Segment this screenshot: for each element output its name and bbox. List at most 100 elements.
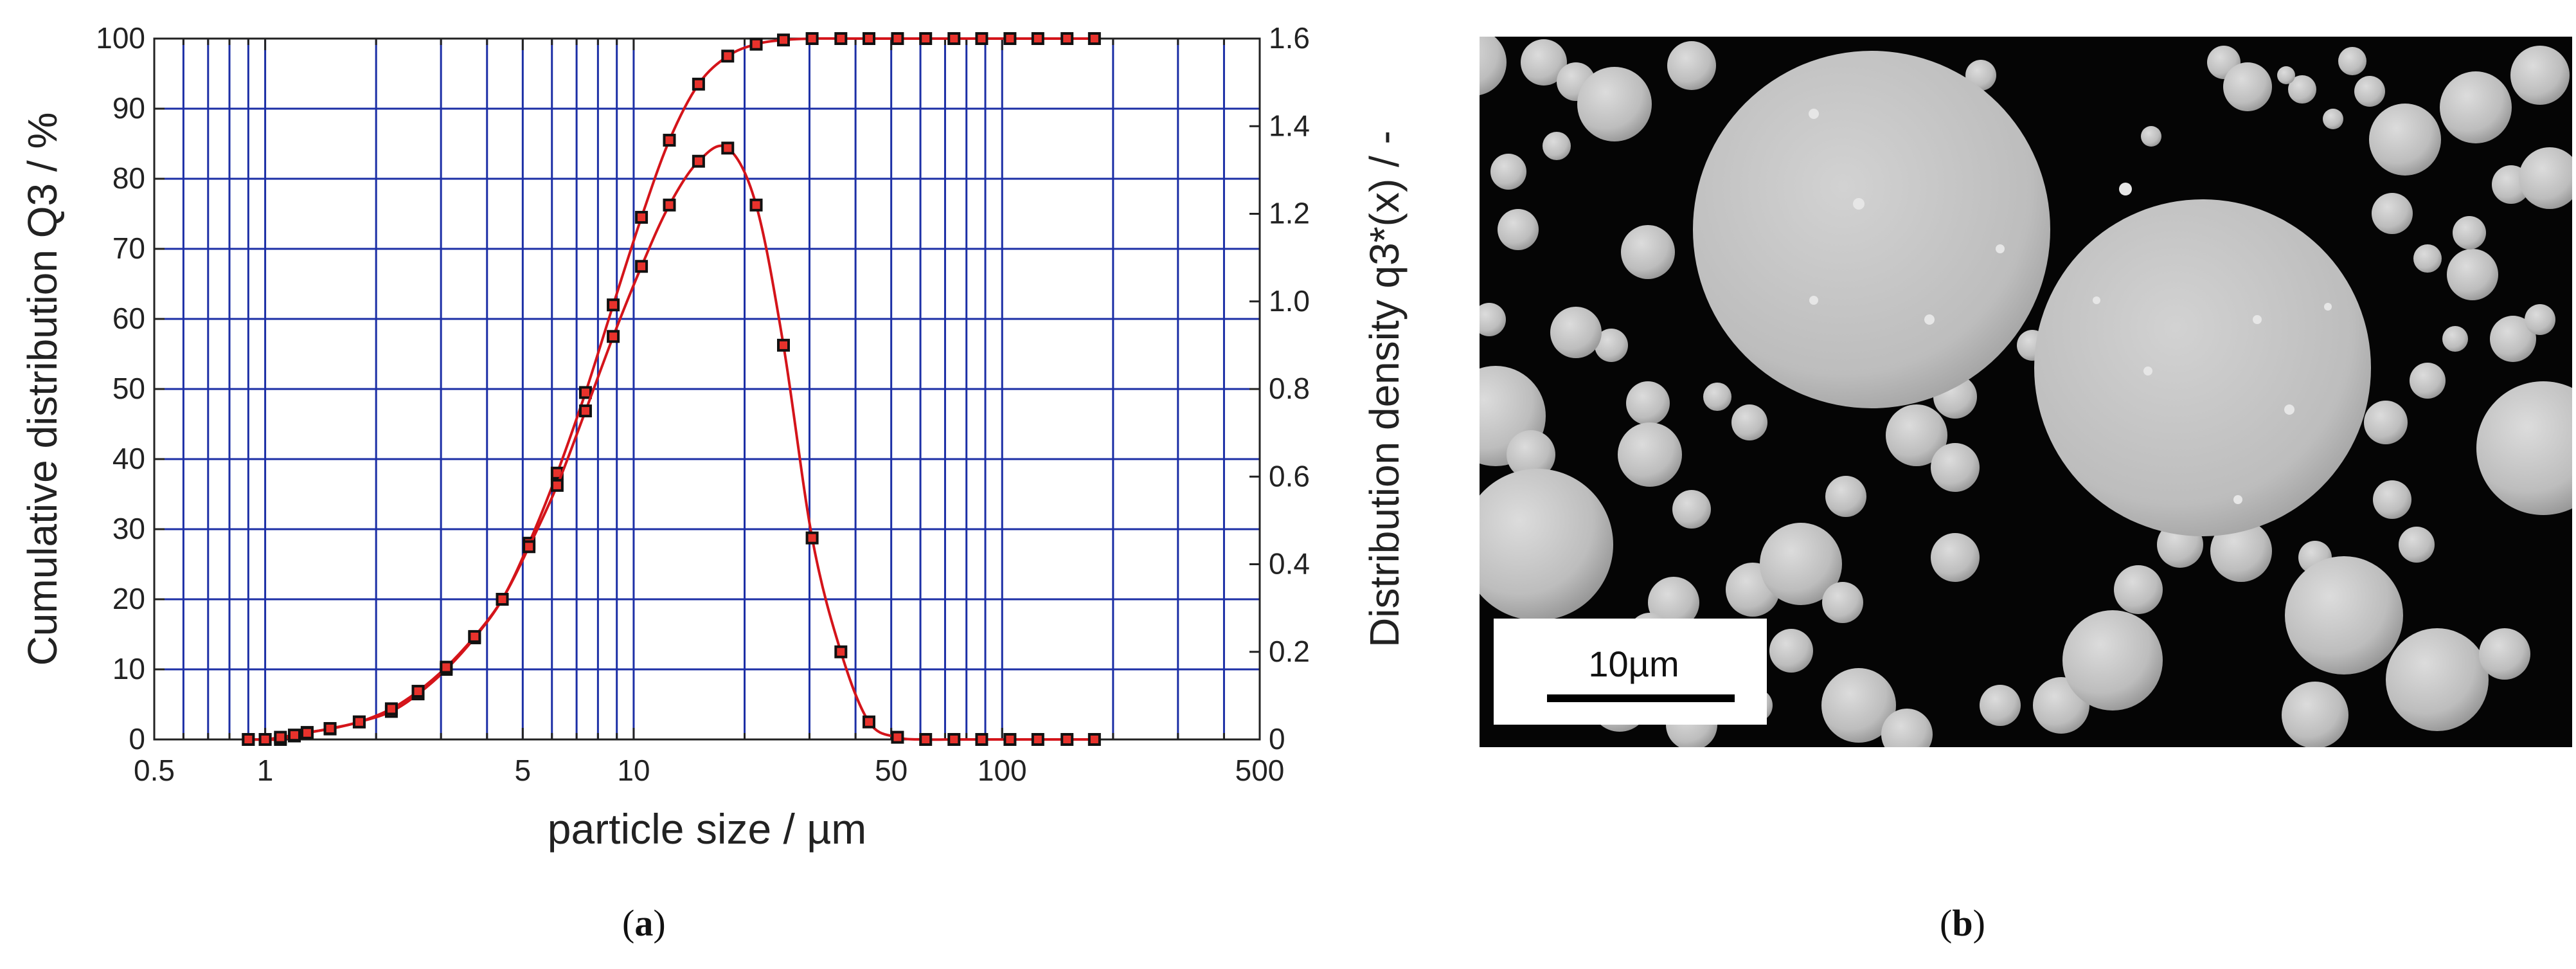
powder-particle xyxy=(1550,307,1602,358)
right-y-tick-label: 1.2 xyxy=(1269,197,1310,230)
powder-particle xyxy=(2373,480,2411,519)
right-y-tick-label: 1.0 xyxy=(1269,284,1310,318)
powder-particle xyxy=(2490,316,2536,362)
powder-particle xyxy=(1980,685,2021,726)
powder-particle xyxy=(1618,422,1682,487)
right-y-tick-label: 0.2 xyxy=(1269,635,1310,668)
powder-particle xyxy=(2479,628,2530,680)
density-marker xyxy=(578,404,592,418)
density-marker xyxy=(834,645,848,658)
x-tick-label: 1 xyxy=(257,754,274,787)
powder-particle xyxy=(1490,154,1526,190)
density-marker xyxy=(1003,733,1017,746)
density-marker xyxy=(274,730,287,744)
density-marker xyxy=(749,198,763,212)
left-y-tick-label: 80 xyxy=(112,161,145,195)
powder-particle xyxy=(2440,71,2512,143)
density-marker xyxy=(891,730,904,744)
powder-particle xyxy=(1672,490,1711,529)
density-marker xyxy=(550,478,564,492)
density-marker xyxy=(468,629,481,643)
powder-particle xyxy=(1822,582,1863,623)
density-marker xyxy=(411,685,425,698)
left-y-tick-label: 90 xyxy=(112,91,145,125)
cumulative-marker xyxy=(607,298,620,312)
powder-particle xyxy=(2476,381,2572,515)
density-marker xyxy=(862,715,875,729)
powder-particle xyxy=(1621,225,1675,279)
sem-micrograph: 10µm xyxy=(1480,37,2572,747)
satellite-particle xyxy=(2233,495,2242,504)
cumulative-marker xyxy=(805,32,819,45)
powder-particle xyxy=(1931,533,1980,582)
powder-particle xyxy=(1931,443,1980,492)
satellite-particle xyxy=(1924,314,1935,325)
density-marker xyxy=(496,593,509,606)
chart-series xyxy=(242,32,1101,746)
left-y-tick-label: 50 xyxy=(112,372,145,405)
density-marker xyxy=(919,733,933,746)
powder-particle xyxy=(2525,304,2555,335)
cumulative-marker xyxy=(891,32,904,45)
right-y-tick-label: 0 xyxy=(1269,722,1285,756)
satellite-particle xyxy=(1996,244,2005,253)
powder-particle xyxy=(2364,401,2408,444)
x-axis-title: particle size / µm xyxy=(548,805,866,853)
left-y-tick-label: 20 xyxy=(112,582,145,615)
cumulative-marker xyxy=(663,134,676,147)
density-marker xyxy=(242,733,255,746)
powder-particle xyxy=(2519,147,2572,209)
density-marker xyxy=(947,733,961,746)
right-y-tick-label: 0.8 xyxy=(1269,372,1310,405)
x-tick-label: 50 xyxy=(875,754,908,787)
panel-label-a: (a) xyxy=(622,902,666,944)
cumulative-marker xyxy=(975,32,988,45)
powder-particle xyxy=(2410,363,2446,399)
satellite-particle xyxy=(1809,296,1818,305)
powder-particle xyxy=(1507,430,1555,479)
powder-particle xyxy=(2223,62,2272,111)
x-tick-label: 10 xyxy=(617,754,650,787)
density-marker xyxy=(692,154,705,168)
large-powder-particle xyxy=(2034,199,2371,536)
density-marker xyxy=(663,198,676,212)
density-marker xyxy=(607,330,620,343)
satellite-particle xyxy=(2143,367,2152,376)
left-axis-title: Cumulative distribution Q3 / % xyxy=(19,113,66,666)
particle-size-chart: 0 10 20 30 40 50 60 70 80 90 100 0 0.2 0.4 0.6 0.8 1.0 1.… xyxy=(19,21,1408,853)
powder-particle xyxy=(2114,565,2163,614)
powder-particle xyxy=(1577,67,1652,141)
powder-particle xyxy=(1626,381,1670,425)
powder-particle xyxy=(2399,527,2435,563)
cumulative-marker xyxy=(1087,32,1101,45)
x-tick-label: 500 xyxy=(1235,754,1285,787)
left-y-tick-label: 60 xyxy=(112,302,145,335)
right-y-tick-label: 0.4 xyxy=(1269,547,1310,581)
density-marker xyxy=(523,540,536,554)
powder-particle xyxy=(1703,383,1731,411)
satellite-particle xyxy=(2253,315,2262,324)
left-y-tick-label: 0 xyxy=(129,722,145,756)
right-axis-title: Distribution density q3*(x) / - xyxy=(1361,131,1408,648)
cumulative-marker xyxy=(1003,32,1017,45)
powder-particle xyxy=(2141,126,2161,147)
panel-label-b: (b) xyxy=(1940,902,1985,944)
density-marker xyxy=(384,702,398,716)
powder-particle xyxy=(2413,244,2442,273)
cumulative-marker xyxy=(777,33,791,47)
axis-tick-labels: 0 10 20 30 40 50 60 70 80 90 100 0 0.2 0.4 0.6 0.8 1.0 1.… xyxy=(96,21,1310,787)
x-tick-label: 100 xyxy=(978,754,1027,787)
satellite-particle xyxy=(2324,303,2332,311)
density-marker xyxy=(323,721,337,735)
powder-particle xyxy=(1886,404,1947,466)
cumulative-marker xyxy=(947,32,961,45)
powder-particle xyxy=(1825,476,1866,517)
powder-particle xyxy=(1480,37,1507,96)
powder-particle xyxy=(2285,556,2403,675)
cumulative-marker xyxy=(578,386,592,399)
density-marker xyxy=(721,141,735,155)
x-tick-label: 5 xyxy=(515,754,532,787)
powder-particle xyxy=(2210,520,2272,582)
powder-particle xyxy=(1521,39,1567,86)
density-marker xyxy=(805,531,819,545)
